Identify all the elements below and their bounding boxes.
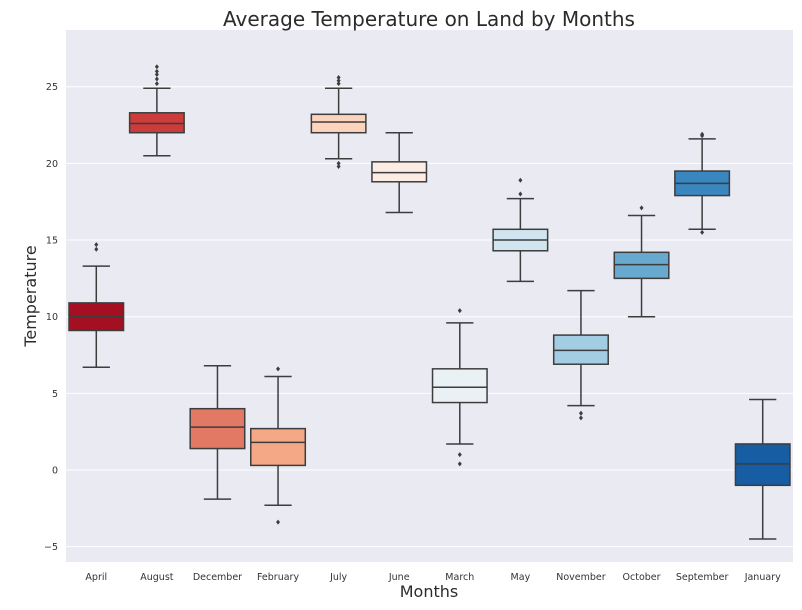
outlier-point bbox=[457, 461, 462, 467]
box-iqr bbox=[431, 368, 488, 404]
x-tick-label: November bbox=[556, 572, 606, 583]
outlier-point bbox=[154, 81, 159, 87]
box-march bbox=[431, 308, 488, 467]
outlier-point bbox=[457, 308, 462, 314]
chart-title: Average Temperature on Land by Months bbox=[223, 7, 635, 31]
y-tick-label: 0 bbox=[52, 466, 58, 477]
x-tick-labels: April August December February July June March… bbox=[85, 572, 781, 583]
box-iqr bbox=[371, 161, 428, 183]
x-tick-label: June bbox=[388, 572, 410, 583]
outlier-point bbox=[700, 229, 705, 235]
outlier-point bbox=[700, 131, 705, 137]
outlier-point bbox=[154, 68, 159, 74]
y-tick-label: −5 bbox=[44, 542, 58, 553]
x-tick-label: February bbox=[257, 572, 299, 583]
grid-lines bbox=[66, 86, 793, 548]
outlier-point bbox=[578, 415, 583, 421]
box-september bbox=[674, 131, 731, 235]
box-february bbox=[250, 366, 307, 525]
box-december bbox=[189, 365, 246, 500]
x-tick-label: July bbox=[329, 572, 347, 583]
y-tick-label: 5 bbox=[52, 389, 58, 400]
box-iqr bbox=[189, 407, 246, 450]
x-tick-label: April bbox=[85, 572, 107, 583]
box-april bbox=[68, 242, 125, 369]
y-tick-label: 15 bbox=[46, 236, 58, 247]
box-iqr bbox=[613, 251, 670, 280]
outlier-point bbox=[336, 81, 341, 87]
y-tick-label: 10 bbox=[46, 312, 58, 323]
outlier-point bbox=[154, 76, 159, 82]
outlier-point bbox=[94, 242, 99, 248]
box-iqr bbox=[734, 443, 791, 487]
box-iqr bbox=[310, 113, 367, 134]
outlier-point bbox=[518, 177, 523, 183]
x-tick-label: September bbox=[676, 572, 729, 583]
box-january bbox=[734, 398, 791, 540]
box-june bbox=[371, 131, 428, 214]
box-iqr bbox=[552, 334, 609, 365]
outlier-point bbox=[154, 64, 159, 70]
outlier-point bbox=[518, 191, 523, 197]
y-tick-label: 20 bbox=[46, 159, 58, 170]
x-tick-label: March bbox=[445, 572, 474, 583]
outlier-point bbox=[276, 519, 281, 525]
outlier-point bbox=[336, 75, 341, 81]
box-october bbox=[613, 205, 670, 318]
box-november bbox=[552, 289, 609, 421]
y-axis-label: Temperature bbox=[21, 245, 40, 347]
x-tick-label: January bbox=[744, 572, 781, 583]
x-tick-label: May bbox=[511, 572, 531, 583]
box-iqr bbox=[250, 427, 307, 467]
y-tick-labels: −5 0 5 10 15 20 25 bbox=[44, 82, 58, 553]
outlier-point bbox=[336, 78, 341, 84]
box-iqr bbox=[128, 112, 185, 134]
plot-background bbox=[66, 30, 793, 562]
x-tick-label: December bbox=[193, 572, 242, 583]
outlier-point bbox=[639, 205, 644, 211]
x-tick-label: August bbox=[140, 572, 174, 583]
x-tick-label: October bbox=[623, 572, 661, 583]
box-may bbox=[492, 177, 549, 283]
outlier-point bbox=[94, 246, 99, 252]
outlier-point bbox=[336, 163, 341, 169]
outlier-point bbox=[154, 71, 159, 77]
box-july bbox=[310, 75, 367, 169]
y-tick-label: 25 bbox=[46, 82, 58, 93]
outlier-point bbox=[457, 452, 462, 458]
boxes-group bbox=[68, 64, 791, 540]
outlier-point bbox=[336, 160, 341, 166]
outlier-point bbox=[578, 410, 583, 416]
box-august bbox=[128, 64, 185, 157]
x-axis-label: Months bbox=[400, 582, 458, 601]
outlier-point bbox=[276, 366, 281, 372]
